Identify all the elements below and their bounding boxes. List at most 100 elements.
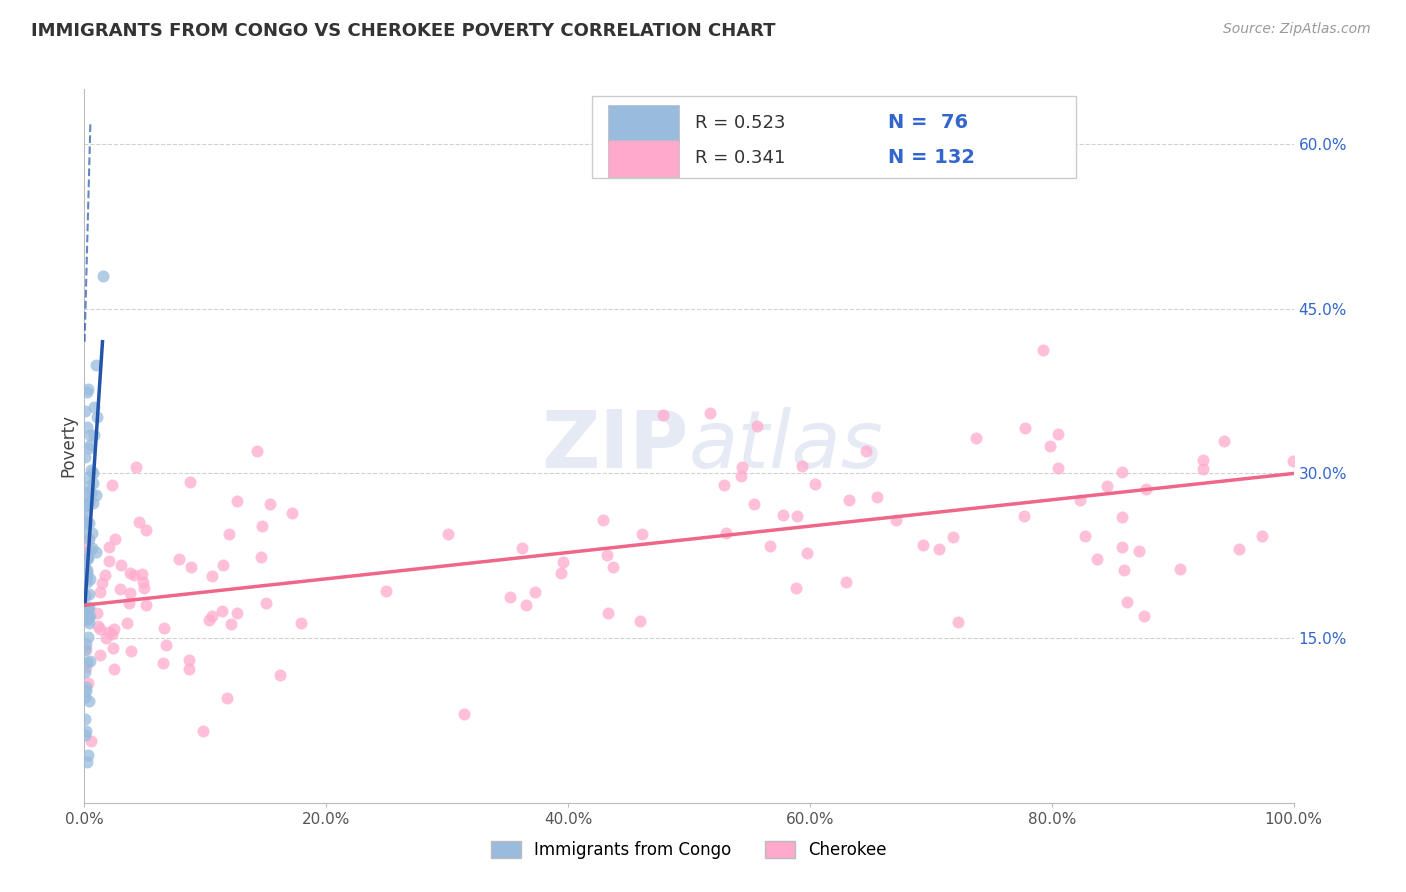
Point <box>946 615 969 629</box>
Point <box>79 532 101 546</box>
Point <box>226 606 249 620</box>
Point <box>730 468 752 483</box>
Point <box>804 477 827 491</box>
Point <box>596 548 619 562</box>
Point <box>375 584 398 599</box>
Point <box>1095 479 1118 493</box>
Point <box>1085 552 1108 566</box>
Point <box>499 591 522 605</box>
Point <box>699 406 721 420</box>
Y-axis label: Poverty: Poverty <box>59 415 77 477</box>
Point <box>83 428 105 442</box>
Point <box>1251 529 1274 543</box>
Point <box>79 542 101 557</box>
Point <box>79 608 101 623</box>
Point <box>75 690 97 705</box>
Point <box>512 541 534 555</box>
Point <box>1069 493 1091 508</box>
Point <box>290 616 312 631</box>
Point <box>602 560 624 574</box>
Point <box>259 498 281 512</box>
Point <box>77 611 100 625</box>
Point <box>254 596 277 610</box>
Point <box>75 498 97 512</box>
Point <box>77 495 100 509</box>
Point <box>86 488 108 502</box>
Point <box>281 507 304 521</box>
Point <box>75 517 97 532</box>
FancyBboxPatch shape <box>607 140 679 178</box>
Point <box>75 660 97 674</box>
Text: N =  76: N = 76 <box>889 113 969 132</box>
Point <box>79 654 101 668</box>
Point <box>76 571 98 585</box>
Point <box>75 512 97 526</box>
Point <box>759 539 782 553</box>
Point <box>97 540 120 554</box>
Point <box>89 648 111 662</box>
Point <box>152 657 174 671</box>
Point <box>79 587 101 601</box>
Point <box>250 519 273 533</box>
Point <box>77 599 100 614</box>
Point <box>120 644 142 658</box>
Point <box>103 662 125 676</box>
Point <box>1111 540 1133 554</box>
Point <box>77 615 100 630</box>
Point <box>73 607 96 621</box>
FancyBboxPatch shape <box>592 96 1076 178</box>
Point <box>135 524 157 538</box>
Text: Source: ZipAtlas.com: Source: ZipAtlas.com <box>1223 22 1371 37</box>
Point <box>77 516 100 531</box>
Point <box>76 562 98 576</box>
Point <box>1168 562 1191 576</box>
Point <box>1191 452 1213 467</box>
Point <box>155 638 177 652</box>
Point <box>1133 608 1156 623</box>
Point <box>115 616 138 631</box>
Point <box>104 533 127 547</box>
Point <box>1073 528 1095 542</box>
Point <box>125 459 148 474</box>
Point <box>269 667 291 681</box>
Point <box>865 490 887 504</box>
Point <box>76 566 98 580</box>
Point <box>94 568 117 582</box>
Point <box>77 676 100 690</box>
Point <box>1112 563 1135 577</box>
Point <box>91 576 114 591</box>
Legend: Immigrants from Congo, Cherokee: Immigrants from Congo, Cherokee <box>491 840 887 859</box>
Point <box>94 632 117 646</box>
Point <box>75 681 97 695</box>
Point <box>135 599 157 613</box>
Point <box>82 526 104 541</box>
Point <box>75 665 97 679</box>
Point <box>75 724 97 739</box>
Point <box>86 359 108 373</box>
Point <box>177 653 200 667</box>
Point <box>942 530 965 544</box>
Point <box>179 475 201 489</box>
Point <box>79 572 101 586</box>
Point <box>80 485 103 500</box>
Point <box>76 568 98 582</box>
Point <box>77 479 100 493</box>
Point <box>855 444 877 458</box>
Point <box>76 613 98 627</box>
Point <box>101 640 124 655</box>
Point <box>714 525 737 540</box>
Point <box>191 723 214 738</box>
Point <box>652 409 675 423</box>
Point <box>73 524 96 539</box>
Point <box>200 569 222 583</box>
Point <box>1111 509 1133 524</box>
Point <box>1014 509 1036 524</box>
Point <box>76 420 98 434</box>
Point <box>76 546 98 560</box>
Point <box>86 619 108 633</box>
Point <box>772 508 794 522</box>
Point <box>201 609 224 624</box>
Point <box>246 443 269 458</box>
Point <box>453 706 475 721</box>
Point <box>73 450 96 465</box>
